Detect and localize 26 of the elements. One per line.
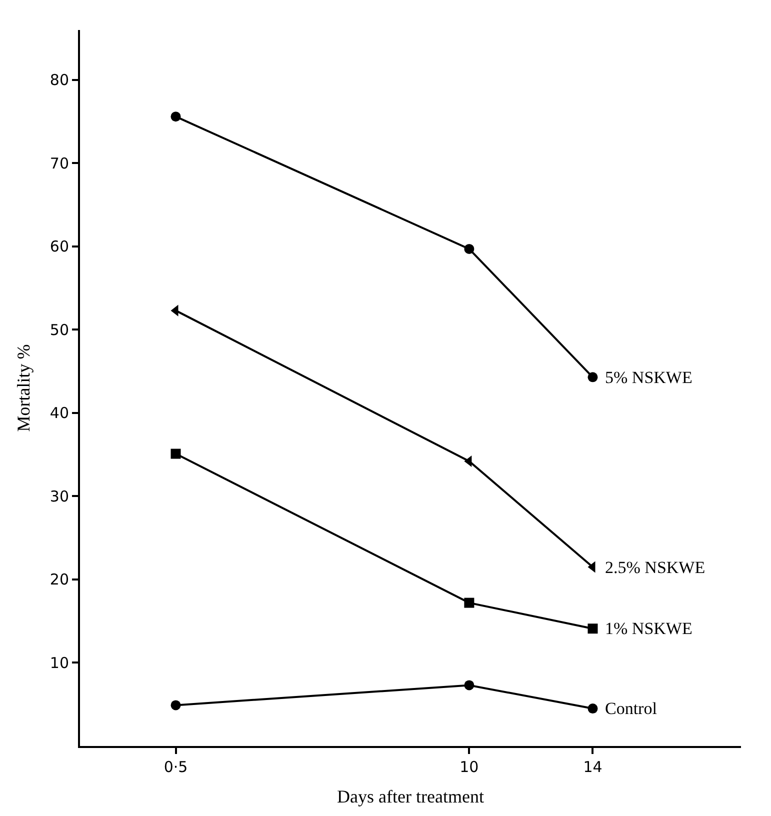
x-tick-label: 0·5 (164, 758, 188, 776)
y-tick-label: 10 (50, 654, 69, 672)
point (464, 598, 474, 608)
x-tick-label: 10 (460, 758, 479, 776)
series-label: Control (605, 699, 658, 718)
y-tick-label: 60 (50, 238, 69, 256)
point (170, 112, 181, 122)
x-tick-label: 14 (583, 758, 602, 776)
point (170, 700, 181, 710)
point (464, 680, 474, 690)
point (464, 244, 474, 254)
y-tick-label: 20 (50, 570, 69, 589)
y-tick-label: 70 (50, 154, 69, 172)
series-label: 2.5% NSKWE (605, 558, 706, 577)
point (588, 372, 598, 382)
point (170, 448, 181, 459)
series-label: 1% NSKWE (605, 619, 692, 638)
point (588, 704, 598, 714)
y-tick-label: 40 (50, 404, 69, 422)
y-tick-label: 30 (50, 487, 69, 506)
y-axis-title: Mortality % (14, 344, 34, 432)
point (588, 624, 598, 634)
x-axis-title: Days after treatment (337, 786, 484, 807)
series-label: 5% NSKWE (605, 368, 692, 387)
y-tick-label: 80 (50, 71, 69, 90)
y-tick-label: 50 (50, 320, 69, 339)
